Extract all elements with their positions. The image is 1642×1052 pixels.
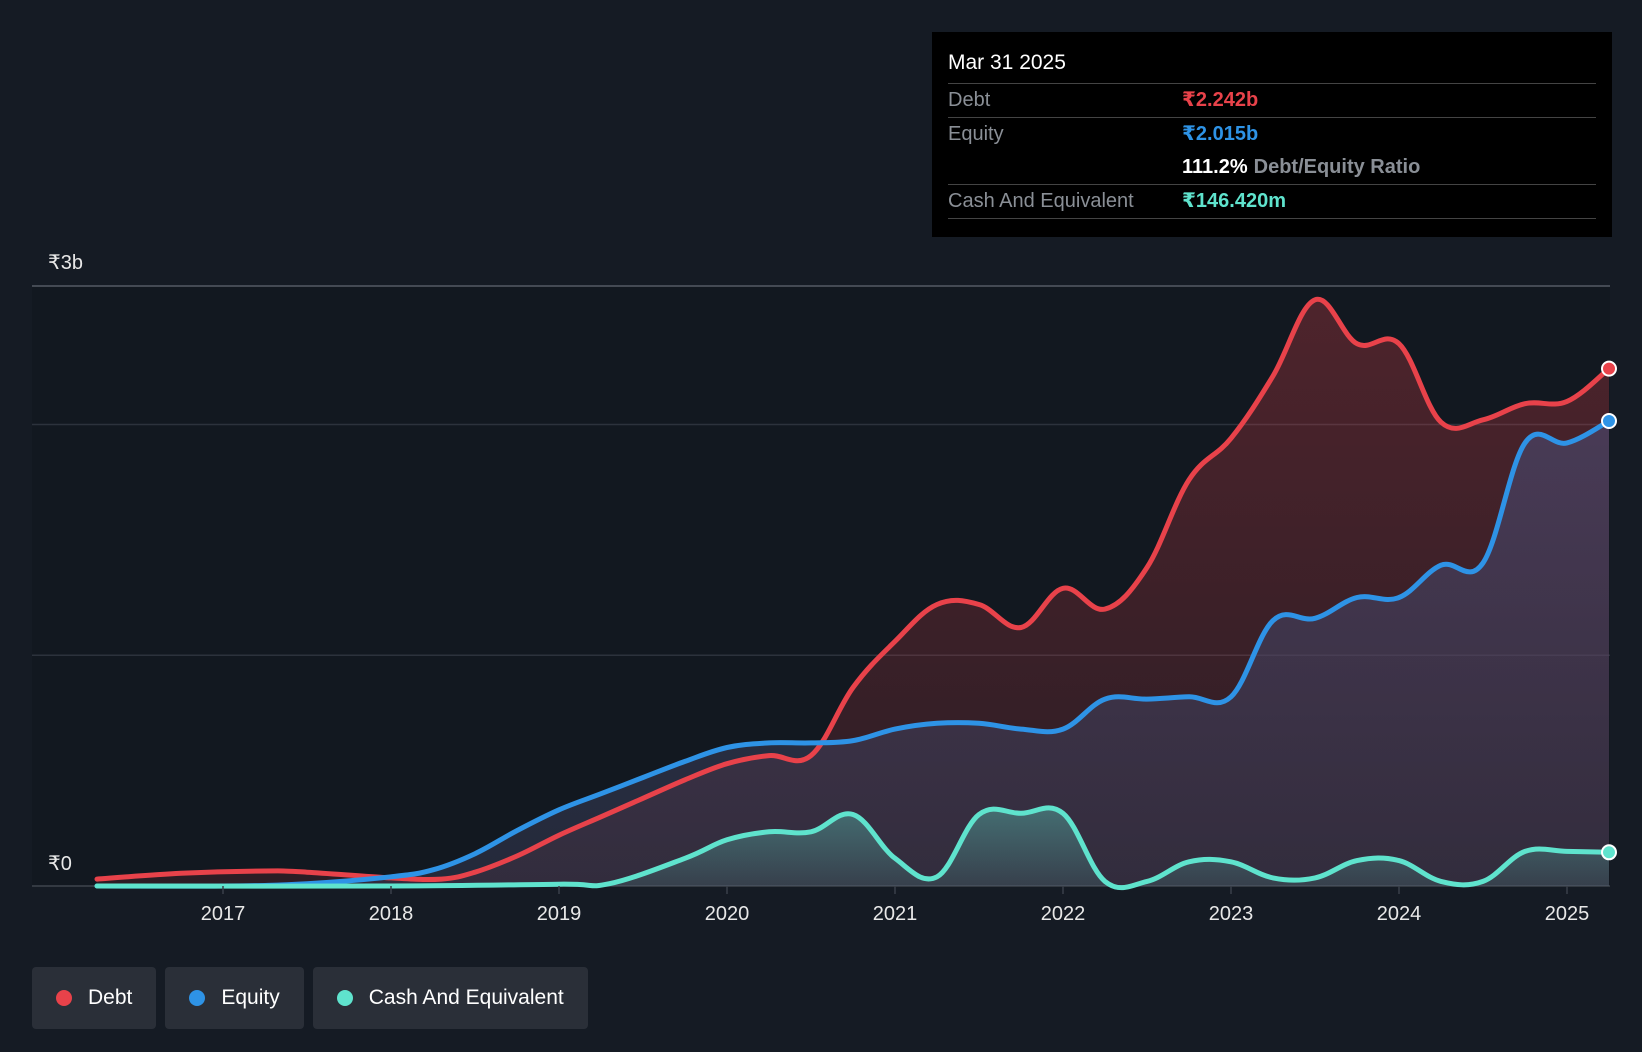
tooltip-cash-label: Cash And Equivalent	[948, 190, 1134, 212]
tooltip-equity-value: ₹2.015b	[1182, 123, 1259, 145]
y-axis-bottom-label: ₹0	[48, 853, 72, 875]
tooltip-equity-row: Equity ₹2.015b	[948, 118, 1596, 151]
x-tick-label-2025: 2025	[1545, 903, 1590, 925]
legend-item-equity[interactable]: Equity	[165, 967, 304, 1029]
x-tick-label-2020: 2020	[705, 903, 750, 925]
legend-label-debt: Debt	[88, 986, 133, 1009]
tooltip-debt-label: Debt	[948, 89, 991, 111]
x-tick-label-2021: 2021	[873, 903, 918, 925]
tooltip-equity-label: Equity	[948, 123, 1004, 145]
legend-item-debt[interactable]: Debt	[32, 967, 157, 1029]
tooltip-ratio-value: 111.2%	[1182, 156, 1248, 178]
tooltip-debt-value: ₹2.242b	[1182, 89, 1259, 111]
equity-endpoint-marker[interactable]	[1601, 413, 1617, 429]
legend: Debt Equity Cash And Equivalent	[32, 967, 588, 1029]
debt-line	[94, 297, 1612, 883]
tooltip-debt-row: Debt ₹2.242b	[948, 84, 1596, 118]
x-tick-label-2018: 2018	[369, 903, 414, 925]
tooltip-cash-row: Cash And Equivalent ₹146.420m	[948, 185, 1596, 219]
legend-label-equity: Equity	[221, 986, 280, 1009]
cash-endpoint-marker[interactable]	[1601, 844, 1617, 861]
debt-dot-icon	[56, 990, 72, 1006]
x-tick-label-2023: 2023	[1209, 903, 1254, 925]
equity-area	[97, 421, 1609, 887]
x-tick-label-2024: 2024	[1377, 903, 1422, 925]
debt-endpoint-marker[interactable]	[1601, 360, 1617, 377]
tooltip-date: Mar 31 2025	[948, 49, 1596, 84]
legend-item-cash[interactable]: Cash And Equivalent	[312, 967, 588, 1029]
legend-label-cash: Cash And Equivalent	[368, 986, 564, 1009]
cash-area	[97, 807, 1609, 888]
equity-dot-icon	[189, 990, 206, 1006]
cash-line	[94, 805, 1612, 891]
y-axis-top-label: ₹3b	[48, 252, 83, 274]
x-tick-label-2017: 2017	[201, 903, 246, 925]
equity-line	[94, 418, 1612, 889]
x-tick-label-2022: 2022	[1041, 903, 1086, 925]
x-tick-label-2019: 2019	[537, 903, 582, 925]
tooltip-ratio-label: Debt/Equity Ratio	[1253, 156, 1421, 178]
tooltip-cash-value: ₹146.420m	[1182, 190, 1286, 212]
tooltip: Mar 31 2025 Debt ₹2.242b Equity ₹2.015b …	[932, 32, 1612, 237]
tooltip-ratio-row: 111.2% Debt/Equity Ratio	[948, 151, 1596, 185]
cash-dot-icon	[336, 990, 353, 1006]
